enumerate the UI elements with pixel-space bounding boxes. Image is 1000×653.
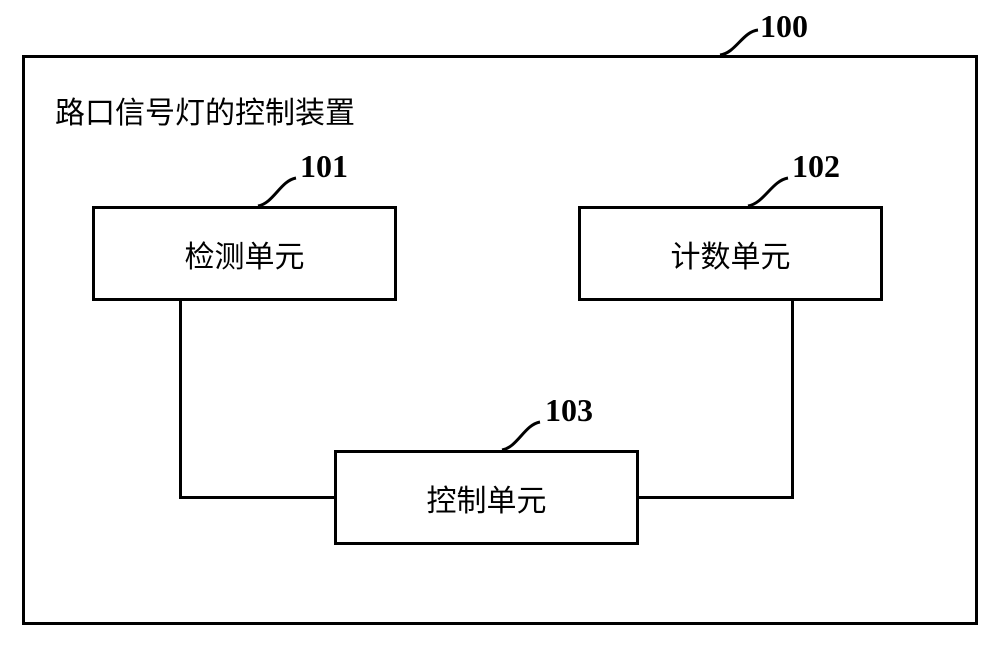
diagram-canvas: 路口信号灯的控制装置 100 检测单元101计数单元102控制单元103 — [0, 0, 1000, 653]
block-ref-control: 103 — [545, 392, 593, 429]
connector-detect-control-seg1 — [180, 496, 336, 499]
connector-count-control-seg0 — [791, 301, 794, 499]
outer-leader-squiggle — [710, 20, 768, 65]
block-label: 计数单元 — [671, 232, 791, 276]
block-leader-squiggle-control — [492, 412, 550, 460]
block-count: 计数单元 — [578, 206, 883, 301]
block-leader-squiggle-count — [738, 168, 798, 216]
block-label: 控制单元 — [427, 476, 547, 520]
block-ref-detect: 101 — [300, 148, 348, 185]
block-detect: 检测单元 — [92, 206, 397, 301]
block-label: 检测单元 — [185, 232, 305, 276]
connector-count-control-seg1 — [639, 496, 794, 499]
block-leader-squiggle-detect — [248, 168, 306, 216]
block-control: 控制单元 — [334, 450, 639, 545]
connector-detect-control-seg0 — [179, 301, 182, 499]
block-ref-count: 102 — [792, 148, 840, 185]
outer-title: 路口信号灯的控制装置 — [55, 88, 355, 132]
